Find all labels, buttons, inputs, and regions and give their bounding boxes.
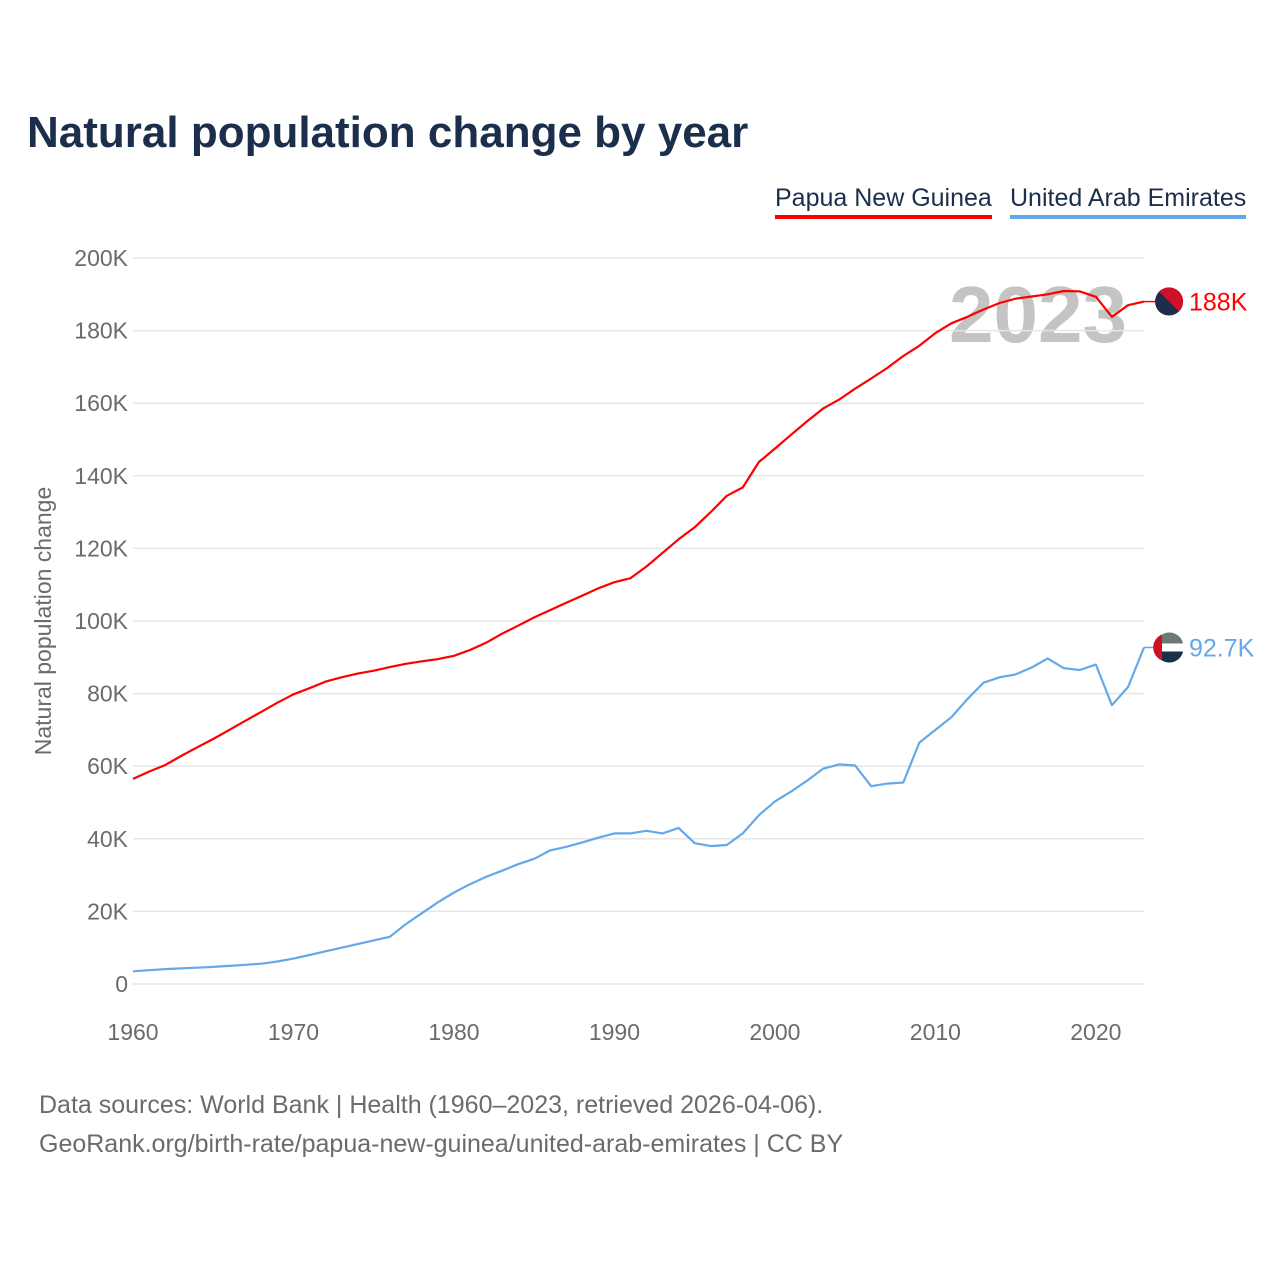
flag-black-band bbox=[1162, 651, 1183, 663]
footer: Data sources: World Bank | Health (1960–… bbox=[39, 1086, 843, 1164]
x-tick-label: 2010 bbox=[910, 1019, 961, 1045]
data-source-text: Data sources: World Bank | Health (1960–… bbox=[39, 1091, 824, 1119]
x-tick-label: 1990 bbox=[589, 1019, 640, 1045]
year-watermark: 2023 bbox=[949, 270, 1127, 359]
y-tick-label: 200K bbox=[74, 245, 128, 271]
flag-green-band bbox=[1162, 632, 1183, 644]
series-line-papua-new-guinea bbox=[132, 289, 1145, 780]
y-tick-label: 160K bbox=[74, 390, 128, 416]
chart-title: Natural population change by year bbox=[27, 108, 749, 157]
y-axis-title: Natural population change bbox=[30, 487, 56, 756]
y-tick-label: 40K bbox=[87, 826, 129, 852]
y-tick-label: 80K bbox=[87, 681, 129, 707]
y-tick-label: 140K bbox=[74, 463, 128, 489]
flag-red-half bbox=[1159, 287, 1184, 312]
x-tick-label: 2000 bbox=[749, 1019, 800, 1045]
y-tick-label: 100K bbox=[74, 608, 128, 634]
x-tick-label: 2020 bbox=[1070, 1019, 1121, 1045]
legend-papua-new-guinea[interactable]: Papua New Guinea bbox=[775, 184, 992, 219]
legend-united-arab-emirates[interactable]: United Arab Emirates bbox=[1010, 184, 1247, 219]
x-tick-label: 1980 bbox=[428, 1019, 479, 1045]
end-value-label: 188K bbox=[1189, 289, 1248, 317]
y-tick-label: 0 bbox=[115, 971, 128, 997]
y-tick-label: 120K bbox=[74, 535, 128, 561]
y-tick-label: 20K bbox=[87, 898, 129, 924]
x-tick-label: 1970 bbox=[268, 1019, 319, 1045]
flag-red-band bbox=[1153, 634, 1162, 661]
y-tick-label: 60K bbox=[87, 753, 129, 779]
y-tick-label: 180K bbox=[74, 318, 128, 344]
x-tick-label: 1960 bbox=[107, 1019, 158, 1045]
source-url-text: GeoRank.org/birth-rate/papua-new-guinea/… bbox=[39, 1130, 844, 1158]
end-value-label: 92.7K bbox=[1189, 634, 1255, 662]
series-line-united-arab-emirates bbox=[132, 647, 1146, 973]
